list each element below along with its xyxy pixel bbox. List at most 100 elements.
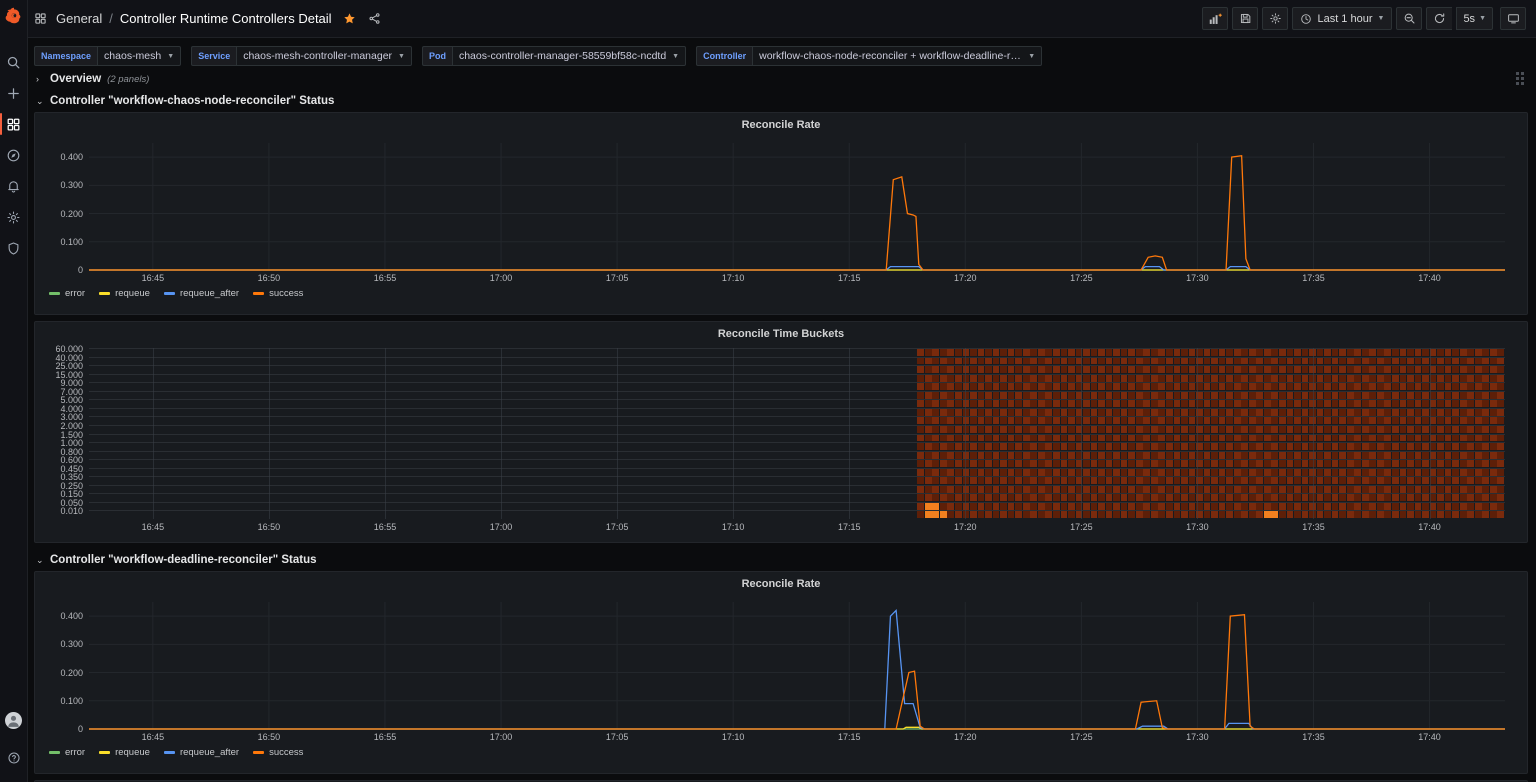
heatmap-cell[interactable]: [1120, 425, 1128, 433]
heatmap-cell[interactable]: [1324, 408, 1331, 416]
heatmap-cell[interactable]: [992, 443, 1000, 450]
heatmap-cell[interactable]: [1211, 468, 1218, 476]
heatmap-cell[interactable]: [1444, 511, 1452, 519]
heatmap-cell[interactable]: [1165, 374, 1173, 382]
heatmap-cell[interactable]: [1346, 451, 1354, 459]
heatmap-cell[interactable]: [1301, 400, 1309, 408]
heatmap-cell[interactable]: [917, 434, 925, 442]
heatmap-cell[interactable]: [1015, 417, 1023, 425]
heatmap-cell[interactable]: [1324, 485, 1331, 493]
heatmap-cell[interactable]: [1263, 477, 1271, 485]
heatmap-cell[interactable]: [1278, 425, 1286, 433]
heatmap-cell[interactable]: [1271, 349, 1279, 356]
heatmap-cell[interactable]: [1331, 417, 1339, 425]
heatmap-cell[interactable]: [1391, 460, 1399, 468]
heatmap-cell[interactable]: [947, 400, 955, 408]
heatmap-cell[interactable]: [1015, 477, 1023, 485]
heatmap-cell[interactable]: [917, 511, 925, 519]
heatmap-cell[interactable]: [1037, 400, 1045, 408]
heatmap-cell[interactable]: [1452, 468, 1459, 476]
heatmap-cell[interactable]: [1459, 357, 1467, 365]
heatmap-cell[interactable]: [1098, 502, 1105, 510]
heatmap-cell[interactable]: [1060, 383, 1068, 391]
heatmap-cell[interactable]: [924, 425, 932, 433]
heatmap-cell[interactable]: [1489, 357, 1497, 365]
heatmap-cell[interactable]: [977, 383, 985, 391]
heatmap-cell[interactable]: [1354, 468, 1362, 476]
heatmap-cell[interactable]: [1218, 400, 1226, 408]
heatmap-cell[interactable]: [917, 451, 925, 459]
heatmap-cell[interactable]: [1474, 391, 1482, 399]
heatmap-cell[interactable]: [1256, 383, 1264, 391]
heatmap-cell[interactable]: [1474, 443, 1482, 450]
heatmap-cell[interactable]: [1218, 434, 1226, 442]
heatmap-cell[interactable]: [947, 366, 955, 374]
heatmap-cell[interactable]: [924, 485, 932, 493]
heatmap-cell[interactable]: [1037, 494, 1045, 502]
heatmap-cell[interactable]: [947, 383, 955, 391]
heatmap-cell[interactable]: [1052, 502, 1060, 510]
heatmap-cell[interactable]: [1361, 374, 1369, 382]
heatmap-cell[interactable]: [1369, 425, 1377, 433]
heatmap-cell[interactable]: [1474, 417, 1482, 425]
heatmap-cell[interactable]: [955, 502, 962, 510]
heatmap-cell[interactable]: [1188, 511, 1196, 519]
heatmap-cell[interactable]: [1120, 400, 1128, 408]
heatmap-cell[interactable]: [1007, 434, 1015, 442]
heatmap-cell[interactable]: [917, 400, 925, 408]
heatmap-cell[interactable]: [1098, 468, 1105, 476]
heatmap-cell[interactable]: [1241, 417, 1249, 425]
heatmap-cell[interactable]: [1165, 400, 1173, 408]
heatmap-cell[interactable]: [1022, 485, 1030, 493]
heatmap-cell[interactable]: [1437, 485, 1444, 493]
heatmap-cell[interactable]: [1489, 502, 1497, 510]
heatmap-cell[interactable]: [1248, 477, 1256, 485]
heatmap-cell[interactable]: [1030, 434, 1038, 442]
heatmap-cell[interactable]: [1068, 511, 1075, 519]
heatmap-cell[interactable]: [1324, 374, 1331, 382]
heatmap-cell[interactable]: [1165, 383, 1173, 391]
refresh-dashboard-button[interactable]: [1426, 7, 1453, 30]
heatmap-cell[interactable]: [1452, 494, 1459, 502]
heatmap-cell[interactable]: [1196, 511, 1203, 519]
heatmap-cell[interactable]: [939, 477, 947, 485]
sidebar-item-create[interactable]: [0, 79, 28, 107]
heatmap-cell[interactable]: [917, 460, 925, 468]
heatmap-cell[interactable]: [1158, 366, 1166, 374]
heatmap-cell[interactable]: [1354, 502, 1362, 510]
heatmap-cell[interactable]: [1429, 366, 1437, 374]
heatmap-cell[interactable]: [1128, 494, 1136, 502]
heatmap-cell[interactable]: [1339, 451, 1346, 459]
heatmap-cell[interactable]: [1000, 366, 1007, 374]
heatmap-cell[interactable]: [1489, 366, 1497, 374]
sidebar-item-configuration[interactable]: [0, 203, 28, 231]
heatmap-cell[interactable]: [970, 494, 977, 502]
heatmap-cell[interactable]: [955, 494, 962, 502]
heatmap-cell[interactable]: [1022, 511, 1030, 519]
heatmap-cell[interactable]: [1150, 468, 1158, 476]
heatmap-cell[interactable]: [947, 477, 955, 485]
heatmap-cell[interactable]: [1316, 511, 1324, 519]
heatmap-cell[interactable]: [1331, 443, 1339, 450]
heatmap-cell[interactable]: [1113, 451, 1120, 459]
heatmap-cell[interactable]: [985, 417, 992, 425]
heatmap-cell[interactable]: [1467, 400, 1475, 408]
heatmap-cell[interactable]: [947, 511, 955, 519]
heatmap-cell[interactable]: [1113, 425, 1120, 433]
heatmap-cell[interactable]: [1339, 485, 1346, 493]
heatmap-cell[interactable]: [1196, 494, 1203, 502]
heatmap-cell[interactable]: [1015, 485, 1023, 493]
heatmap-cell[interactable]: [1196, 391, 1203, 399]
heatmap-cell[interactable]: [1075, 434, 1083, 442]
heatmap-cell[interactable]: [1294, 366, 1301, 374]
heatmap-cell[interactable]: [1444, 357, 1452, 365]
heatmap-cell[interactable]: [1181, 349, 1188, 356]
heatmap-cell[interactable]: [1083, 374, 1090, 382]
heatmap-cell[interactable]: [1422, 349, 1429, 356]
heatmap-cell[interactable]: [1271, 494, 1279, 502]
heatmap-cell[interactable]: [947, 357, 955, 365]
heatmap-cell[interactable]: [1271, 434, 1279, 442]
heatmap-cell[interactable]: [1226, 357, 1233, 365]
panel-title[interactable]: Reconcile Rate: [741, 119, 821, 131]
legend-item-error[interactable]: error: [49, 288, 85, 299]
